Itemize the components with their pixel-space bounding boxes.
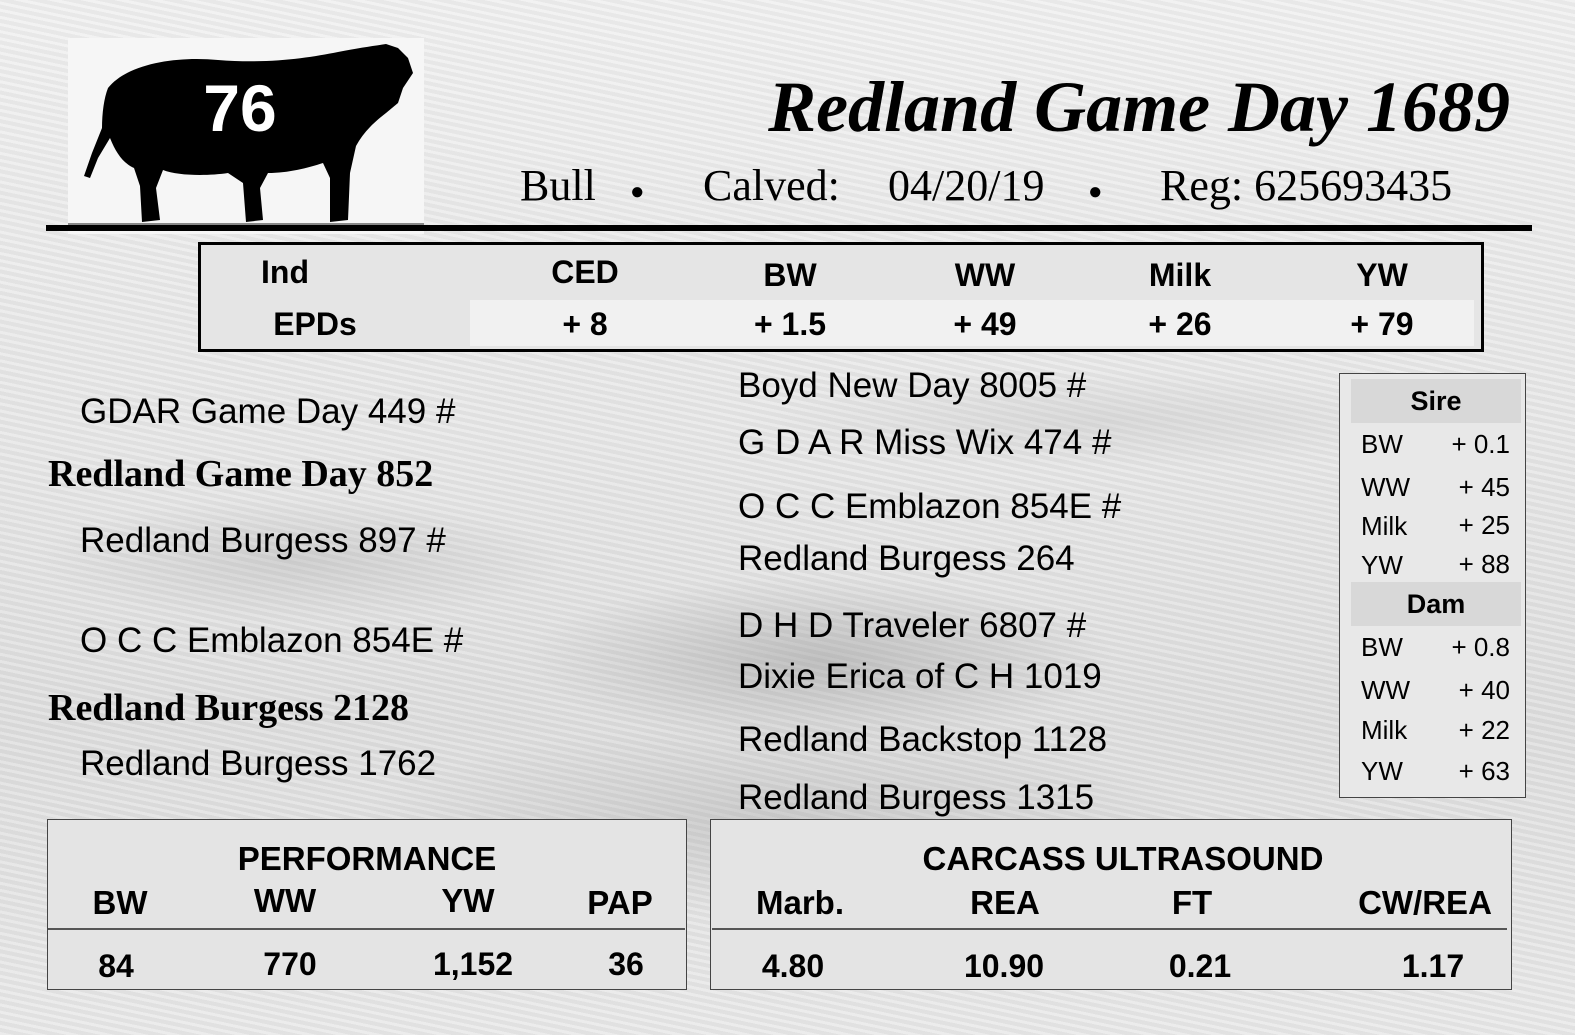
carcass-value-ft: 0.21 — [1168, 948, 1232, 984]
carcass-value-cw-rea: 1.17 — [1401, 948, 1465, 984]
pedigree-sire-dam: Redland Burgess 897 # — [80, 521, 446, 560]
bull-icon — [68, 44, 424, 225]
sire-epd-header: Sire — [1351, 379, 1521, 423]
performance-header-bw: BW — [92, 884, 148, 921]
sire-epd-value: + 45 — [1458, 472, 1510, 502]
performance-value-pap: 36 — [608, 946, 644, 982]
sire-epd-label: WW — [1361, 472, 1411, 502]
epd-value-milk: + 26 — [1148, 306, 1212, 342]
epd-header-bw: BW — [763, 257, 817, 293]
carcass-title: CARCASS ULTRASOUND — [922, 840, 1324, 877]
epd-ind-label: Ind — [261, 254, 309, 290]
dam-epd-label: YW — [1361, 756, 1403, 786]
logo-panel — [68, 38, 424, 234]
calved-label: Calved: — [703, 161, 840, 210]
pedigree-ancestor: Boyd New Day 8005 # — [738, 366, 1087, 405]
epd-value-yw: + 79 — [1350, 306, 1414, 342]
carcass-divider — [712, 928, 1507, 930]
carcass-value-rea: 10.90 — [963, 948, 1045, 984]
sire-epd-label: BW — [1361, 429, 1403, 459]
performance-header-ww: WW — [253, 882, 317, 919]
epd-value-ced: + 8 — [562, 306, 608, 342]
carcass-value-marb: 4.80 — [761, 948, 825, 984]
pedigree-dam-sire: O C C Emblazon 854E # — [80, 621, 464, 660]
pedigree-ancestor: Redland Burgess 264 — [738, 539, 1075, 578]
dam-epd-value: + 63 — [1458, 756, 1510, 786]
sire-epd-label: Milk — [1361, 511, 1408, 541]
performance-table — [47, 819, 687, 990]
epd-header-yw: YW — [1356, 257, 1408, 293]
pedigree-sire: Redland Game Day 852 — [48, 453, 434, 495]
performance-header-yw: YW — [441, 882, 495, 919]
epd-epds-label: EPDs — [273, 306, 357, 342]
performance-value-bw: 84 — [98, 948, 134, 984]
registration-number: Reg: 625693435 — [1160, 161, 1453, 210]
pedigree-ancestor: Redland Burgess 1315 — [738, 778, 1095, 817]
dam-epd-label: BW — [1361, 632, 1403, 662]
animal-name: Redland Game Day 1689 — [768, 67, 1510, 147]
performance-value-ww: 770 — [263, 946, 317, 982]
dam-epd-header: Dam — [1351, 582, 1521, 626]
dam-epd-label: WW — [1361, 675, 1411, 705]
performance-header-pap: PAP — [587, 884, 653, 921]
performance-value-yw: 1,152 — [432, 946, 514, 982]
performance-title: PERFORMANCE — [237, 840, 497, 877]
calved-date: 04/20/19 — [888, 161, 1045, 210]
dam-epd-value: + 22 — [1458, 715, 1510, 745]
pedigree-ancestor: Redland Backstop 1128 — [738, 720, 1108, 759]
separator-dot: ● — [1088, 178, 1103, 205]
dam-epd-value: + 0.8 — [1451, 632, 1510, 662]
sire-epd-value: + 88 — [1458, 549, 1510, 579]
sire-epd-value: + 0.1 — [1451, 429, 1510, 459]
pedigree-dam-dam: Redland Burgess 1762 — [80, 744, 437, 783]
epd-header-ced: CED — [551, 254, 619, 290]
dam-epd-value: + 40 — [1458, 675, 1510, 705]
pedigree-ancestor: G D A R Miss Wix 474 # — [738, 423, 1112, 462]
carcass-header-cw-rea: CW/REA — [1358, 884, 1492, 921]
pedigree-dam: Redland Burgess 2128 — [48, 687, 410, 729]
dam-epd-label: Milk — [1361, 715, 1408, 745]
carcass-header-rea: REA — [970, 884, 1040, 921]
sire-epd-value: + 25 — [1458, 510, 1510, 540]
epd-header-ww: WW — [954, 257, 1016, 293]
separator-dot: ● — [630, 178, 645, 205]
epd-value-bw: + 1.5 — [753, 306, 827, 342]
carcass-header-marb: Marb. — [755, 884, 844, 921]
lot-number: 76 — [203, 71, 277, 145]
sire-epd-label: YW — [1361, 550, 1403, 580]
pedigree-ancestor: D H D Traveler 6807 # — [738, 606, 1087, 645]
carcass-table — [710, 819, 1512, 990]
epd-values-band — [470, 300, 1474, 346]
performance-divider — [48, 928, 685, 930]
animal-sex: Bull — [520, 161, 596, 210]
pedigree-ancestor: O C C Emblazon 854E # — [738, 487, 1122, 526]
pedigree-sire-sire: GDAR Game Day 449 # — [80, 392, 456, 431]
pedigree-ancestor: Dixie Erica of C H 1019 — [738, 657, 1102, 696]
header-rule — [46, 225, 1532, 231]
epd-header-milk: Milk — [1148, 257, 1212, 293]
epd-value-ww: + 49 — [953, 306, 1017, 342]
carcass-header-ft: FT — [1171, 884, 1213, 921]
